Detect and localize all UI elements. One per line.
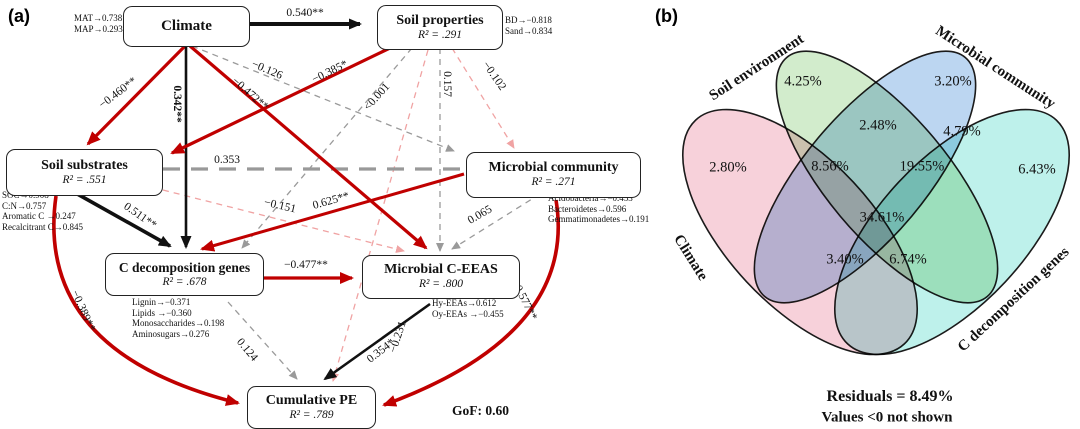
indicator-line: Sand→0.834: [505, 25, 553, 36]
venn-ellipse-c-decomposition-genes: [833, 108, 1071, 356]
indicators-c-decomposition-genes: Lignin→−0.371 Lipids →−0.360 Monosacchar…: [132, 297, 224, 339]
venn-value: 3.40%: [826, 251, 864, 268]
path-microbial-community-to-microbial-c-eeas: [451, 193, 541, 250]
sem-arrows-canvas: [52, 18, 561, 407]
indicator-line: Oy-EEAs →−0.455: [432, 308, 504, 319]
box-climate-title: Climate: [161, 17, 212, 34]
indicator-line: MAP→0.293: [74, 23, 123, 34]
panel-b-label: (b): [655, 6, 678, 26]
venn-residuals: Residuals = 8.49%: [826, 388, 954, 405]
box-microbial-community: Microbial community R² = .271: [466, 152, 641, 198]
venn-panel: (b) Soil environment Microbial community…: [640, 0, 1080, 429]
indicator-line: Monosaccharides→0.198: [132, 318, 225, 328]
path-microbial-community-to-cumulative-pe: [382, 199, 561, 407]
path-microbial-community-to-c-decomposition-genes: [200, 172, 465, 252]
indicator-line: Lignin→−0.371: [132, 297, 191, 307]
box-soil-substrates-title: Soil substrates: [41, 157, 128, 173]
box-microbial-c-eeas: Microbial C-EEAS R² = .800: [362, 255, 520, 299]
path-soil-properties-to-soil-substrates: [170, 46, 391, 155]
indicator-line: Acidobacteria→−0.453: [548, 193, 633, 203]
indicators-microbial-community: Acidobacteria→−0.453 Bacteroidetes→0.596…: [548, 193, 649, 225]
box-climate: Climate: [123, 6, 250, 47]
box-microbial-community-title: Microbial community: [488, 160, 619, 176]
venn-canvas: [681, 50, 1071, 356]
path-climate-to-soil-substrates: [86, 43, 188, 146]
box-soil-properties-r2: R² = .291: [417, 28, 463, 41]
indicator-line: MAT→0.738: [74, 13, 123, 23]
indicators-microbial-c-eeas: Hy-EEAs→0.612 Oy-EEAs →−0.455: [432, 298, 504, 319]
panel-a-label: (a): [8, 6, 30, 26]
venn-value: 6.43%: [1018, 161, 1056, 178]
path-soil-properties-to-microbial-community: [451, 47, 515, 149]
box-c-decomposition-genes-title: C decomposition genes: [118, 260, 251, 276]
path-microbial-c-eeas-to-cumulative-pe: [323, 302, 431, 381]
venn-note: Values <0 not shown: [821, 409, 953, 426]
indicators-climate: MAT→0.738 MAP→0.293: [74, 13, 123, 34]
indicators-soil-properties: BD→−0.818 Sand→0.834: [505, 15, 552, 36]
venn-value: 4.25%: [784, 73, 822, 90]
box-soil-properties-title: Soil properties: [396, 12, 484, 28]
sem-panel: (a) Climate Soil properties R² = .291 So…: [2, 5, 649, 429]
coef-label: −0.477**: [284, 259, 328, 271]
box-c-decomposition-genes: C decomposition genes R² = .678: [105, 253, 264, 296]
indicator-line: Hy-EEAs→0.612: [432, 298, 497, 308]
indicator-line: Gemmatimonadetes→0.191: [548, 214, 650, 224]
path-soil-substrates-to-microbial-c-eeas: [162, 189, 405, 253]
coef-label: 0.540**: [286, 7, 324, 19]
goodness-of-fit: GoF: 0.60: [452, 403, 509, 418]
coef-label: 0.342**: [171, 85, 183, 123]
box-c-decomposition-genes-r2: R² = .678: [162, 275, 207, 288]
path-soil-substrates-to-cumulative-pe: [52, 195, 240, 406]
venn-value: 2.48%: [859, 117, 897, 134]
venn-value: 2.80%: [709, 159, 747, 176]
path-soil-substrates-to-c-decomposition-genes: [71, 189, 172, 248]
indicator-line: Bacteroidetes→0.596: [548, 203, 627, 214]
venn-value: 6.74%: [889, 251, 927, 268]
indicator-line: Aminosugars→0.276: [132, 328, 210, 339]
indicator-line: Lipids →−0.360: [132, 307, 192, 318]
box-cumulative-pe: Cumulative PE R² = .789: [247, 386, 376, 429]
box-microbial-c-eeas-r2: R² = .800: [418, 278, 464, 291]
indicators-soil-substrates: SOC→0.908 C:N→0.757 Aromatic C →0.247 Re…: [2, 190, 83, 232]
indicator-line: Aromatic C →0.247: [2, 211, 76, 221]
venn-value: 8.56%: [811, 158, 849, 175]
venn-value: 19.55%: [899, 158, 945, 175]
venn-value: 3.20%: [934, 73, 972, 90]
indicator-line: Recalcitrant C→0.845: [2, 221, 83, 232]
coef-label: 0.353: [214, 154, 240, 166]
path-soil-properties-to-cumulative-pe: [331, 49, 429, 382]
indicator-line: C:N→0.757: [2, 200, 47, 211]
box-soil-properties: Soil properties R² = .291: [377, 5, 503, 50]
path-climate-to-microbial-community: [191, 45, 455, 152]
path-climate-to-microbial-c-eeas: [188, 44, 428, 250]
venn-value: 4.79%: [943, 123, 981, 140]
coef-label: 0.157: [441, 71, 453, 97]
box-microbial-community-r2: R² = .271: [531, 176, 576, 189]
indicator-line: BD→−0.818: [505, 15, 552, 25]
box-soil-substrates: Soil substrates R² = .551: [6, 149, 163, 196]
box-cumulative-pe-title: Cumulative PE: [265, 392, 358, 408]
box-cumulative-pe-r2: R² = .789: [289, 408, 334, 421]
box-soil-substrates-r2: R² = .551: [62, 173, 107, 186]
venn-value: 34.61%: [859, 209, 905, 226]
box-microbial-c-eeas-title: Microbial C-EEAS: [384, 262, 498, 278]
